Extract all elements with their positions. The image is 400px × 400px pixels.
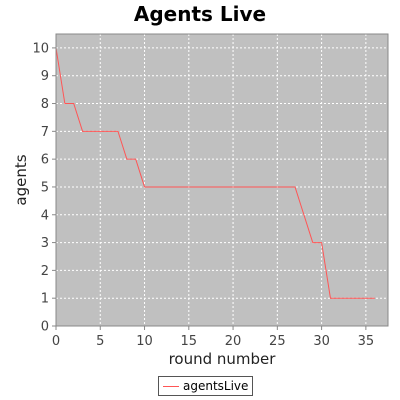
- legend-label-agentslive: agentsLive: [183, 379, 249, 393]
- x-tick-label: 0: [52, 334, 60, 349]
- legend: agentsLive: [158, 376, 254, 396]
- y-axis: 0 1 2 3 4 5 6 7 8 9 10: [32, 41, 56, 335]
- legend-swatch-agentslive: [163, 385, 179, 387]
- x-tick-label: 35: [358, 334, 375, 349]
- x-tick-label: 10: [136, 334, 153, 349]
- y-tick-label: 10: [32, 41, 49, 56]
- y-axis-title: agents: [12, 154, 30, 205]
- x-tick-label: 20: [225, 334, 242, 349]
- x-axis-title: round number: [169, 350, 277, 368]
- y-tick-label: 0: [41, 320, 49, 335]
- y-tick-label: 2: [41, 264, 49, 279]
- y-tick-label: 5: [41, 180, 49, 195]
- x-tick-label: 5: [96, 334, 104, 349]
- y-tick-label: 8: [41, 97, 49, 112]
- x-tick-label: 15: [181, 334, 198, 349]
- series-line-agentslive: [55, 47, 375, 299]
- series-layer: [55, 47, 375, 299]
- x-tick-label: 25: [269, 334, 286, 349]
- y-tick-label: 9: [41, 69, 49, 84]
- y-tick-label: 6: [41, 153, 49, 168]
- grid-lines: [56, 34, 388, 326]
- plot-area: [56, 34, 388, 326]
- x-tick-label: 30: [313, 334, 330, 349]
- plot-border: [55, 33, 389, 327]
- x-axis: 0 5 10 15 20 25 30 35: [52, 326, 374, 349]
- y-tick-label: 3: [41, 236, 49, 251]
- y-tick-label: 1: [41, 292, 49, 307]
- y-tick-label: 4: [41, 208, 49, 223]
- y-tick-label: 7: [41, 125, 49, 140]
- chart-title: Agents Live: [133, 2, 267, 26]
